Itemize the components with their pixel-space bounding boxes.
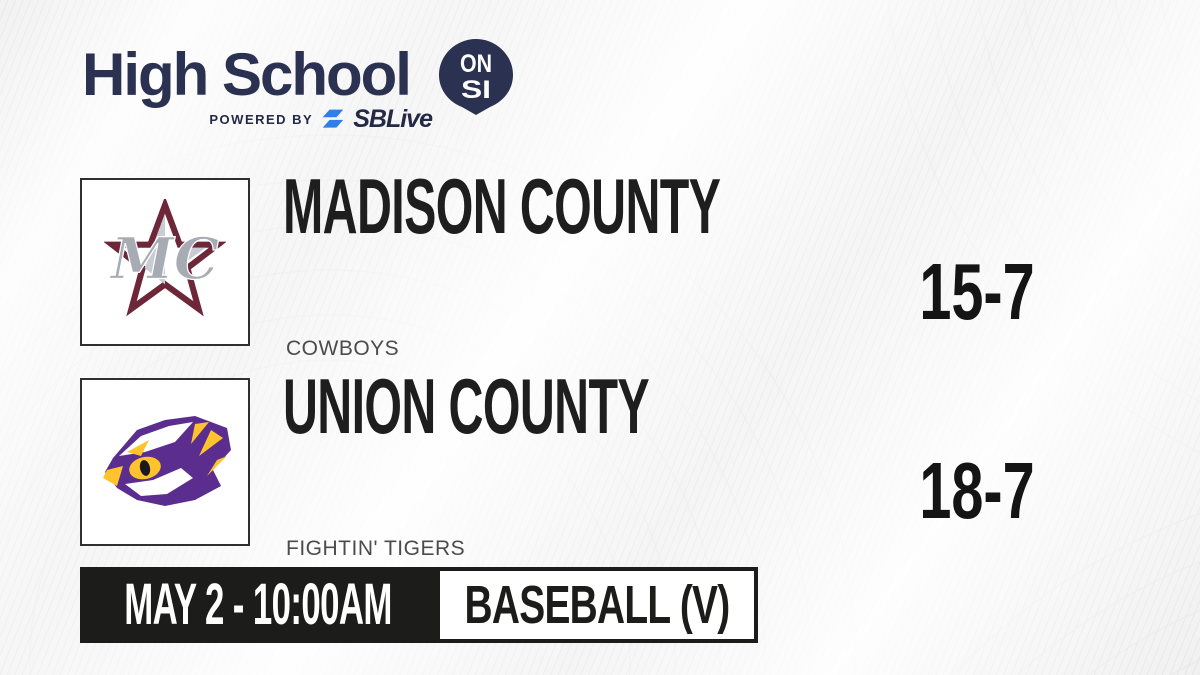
madison-county-mascot: COWBOYS	[286, 337, 400, 360]
event-sport-text: BASEBALL (V)	[464, 575, 731, 635]
madison-mc-monogram: MC	[109, 226, 219, 292]
madison-county-star-logo: MC	[104, 199, 226, 317]
pin-text-on: ON	[460, 50, 492, 78]
union-county-record: 18-7	[919, 446, 1035, 535]
union-county-mascot: FIGHTIN' TIGERS	[286, 537, 466, 560]
event-sport-box: BASEBALL (V)	[436, 567, 758, 643]
madison-county-name: MADISON COUNTY	[283, 162, 721, 250]
madison-county-record: 15-7	[919, 247, 1035, 336]
union-county-logo-box	[80, 378, 250, 546]
powered-by-label: POWERED BY	[209, 111, 314, 127]
high-school-wordmark: High School	[82, 41, 412, 108]
union-county-tiger-eye-logo	[103, 416, 231, 506]
event-datetime-text: MAY 2 - 10:00AM	[124, 572, 392, 637]
union-county-name: UNION COUNTY	[283, 362, 650, 450]
powered-by-row: POWERED BY SBLive	[80, 104, 433, 134]
sblive-bolt-icon	[322, 109, 344, 128]
sblive-wordmark: SBLive	[353, 104, 433, 133]
event-datetime-bar: MAY 2 - 10:00AM	[80, 567, 436, 643]
madison-county-logo-box: MC	[80, 178, 250, 346]
on-si-pin-icon: ON SI	[439, 39, 513, 115]
pin-text-si: SI	[461, 76, 491, 104]
